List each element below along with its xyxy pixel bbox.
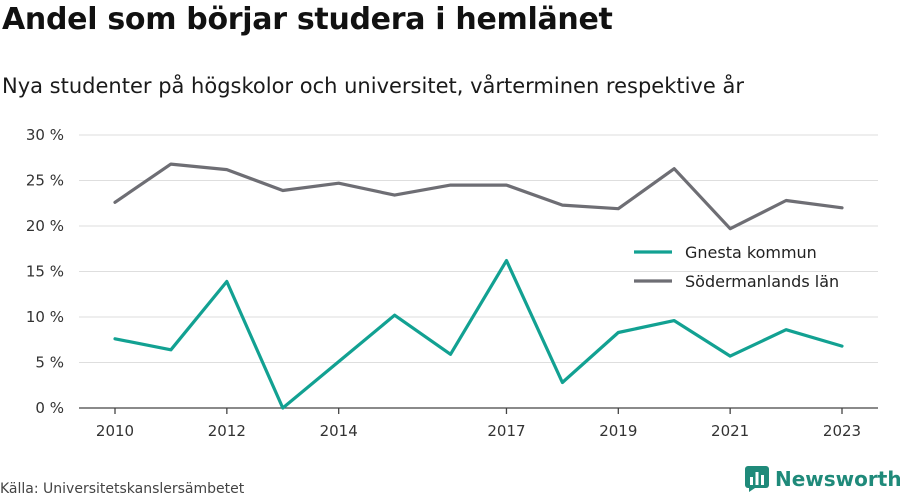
x-tick-label: 2023 [823, 422, 861, 440]
y-tick-label: 15 % [26, 263, 64, 281]
x-tick-label: 2010 [96, 422, 134, 440]
y-tick-label: 20 % [26, 217, 64, 235]
y-axis-ticks: 0 % 5 % 10 % 15 % 20 % 25 % 30 % [26, 126, 64, 417]
legend-label: Gnesta kommun [685, 243, 817, 262]
brand-name: Newsworthy [775, 467, 900, 491]
series-line-gnesta-kommun [113, 259, 844, 410]
x-tick-label: 2017 [487, 422, 525, 440]
x-tick-label: 2012 [208, 422, 246, 440]
series-line-södermanlands-län [113, 162, 844, 231]
y-tick-label: 30 % [26, 126, 64, 144]
y-tick-label: 5 % [35, 354, 64, 372]
grid-lines [79, 134, 878, 363]
x-axis: 2010 2012 2014 2017 2019 2021 2023 [79, 407, 878, 440]
brand-logo[interactable]: Newsworthy [745, 466, 900, 492]
series-lines [113, 162, 844, 410]
x-tick-label: 2014 [320, 422, 358, 440]
x-tick-label: 2019 [599, 422, 637, 440]
legend-label: Södermanlands län [685, 272, 839, 291]
chart-subtitle: Nya studenter på högskolor och universit… [2, 74, 744, 98]
bar-chart-logo-icon [745, 466, 769, 492]
y-tick-label: 10 % [26, 308, 64, 326]
y-tick-label: 0 % [35, 399, 64, 417]
y-tick-label: 25 % [26, 172, 64, 190]
legend: Gnesta kommun Södermanlands län [634, 243, 839, 291]
source-note: Källa: Universitetskanslersämbetet [0, 481, 245, 497]
chart-title: Andel som börjar studera i hemlänet [2, 2, 613, 37]
x-tick-label: 2021 [711, 422, 749, 440]
